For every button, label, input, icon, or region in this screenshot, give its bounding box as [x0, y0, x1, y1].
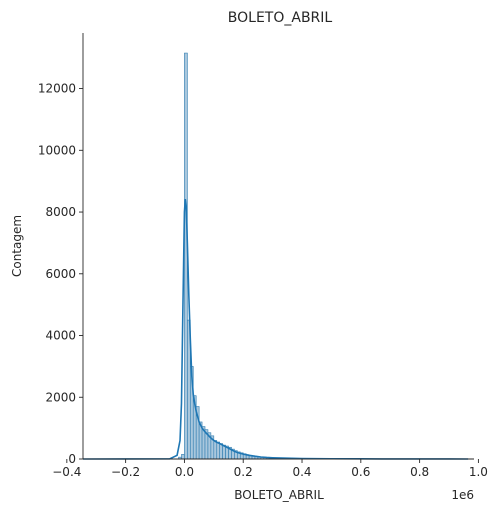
histogram-bar-14	[219, 443, 223, 460]
y-tick-label-2: 4000	[45, 329, 76, 343]
x-tick-label-4: 0.4	[292, 465, 311, 479]
histogram-bar-1	[181, 454, 185, 460]
chart-title: BOLETO_ABRIL	[228, 10, 333, 26]
x-tick-label-0: −0.4	[52, 465, 81, 479]
x-axis-offset-label: 1e6	[451, 488, 474, 502]
x-tick-label-7: 1.0	[469, 465, 488, 479]
histogram-bar-2	[184, 52, 188, 460]
y-tick-label-4: 8000	[45, 205, 76, 219]
y-tick-label-6: 12000	[38, 82, 76, 96]
x-tick-label-5: 0.6	[351, 465, 370, 479]
x-axis-label: BOLETO_ABRIL	[234, 488, 324, 502]
axes: −0.4 −0.2 0.0 0.2 0.4 0.6 0.8 1.0 0 2000 4000 6000 8…	[38, 33, 488, 479]
histogram-bar-12	[213, 440, 218, 460]
x-tick-label-6: 0.8	[410, 465, 429, 479]
histogram-bar-13	[216, 441, 221, 460]
kde-curve	[82, 198, 469, 460]
y-tick-label-3: 6000	[45, 267, 76, 281]
x-tick-label-3: 0.2	[234, 465, 253, 479]
x-tick-label-1: −0.2	[111, 465, 140, 479]
x-tick-label-2: 0.0	[175, 465, 194, 479]
y-axis-label: Contagem	[10, 215, 24, 277]
y-tick-label-5: 10000	[38, 143, 76, 157]
y-tick-label-1: 2000	[45, 390, 76, 404]
histogram-bars	[178, 52, 467, 460]
y-tick-label-0: 0	[68, 452, 76, 466]
